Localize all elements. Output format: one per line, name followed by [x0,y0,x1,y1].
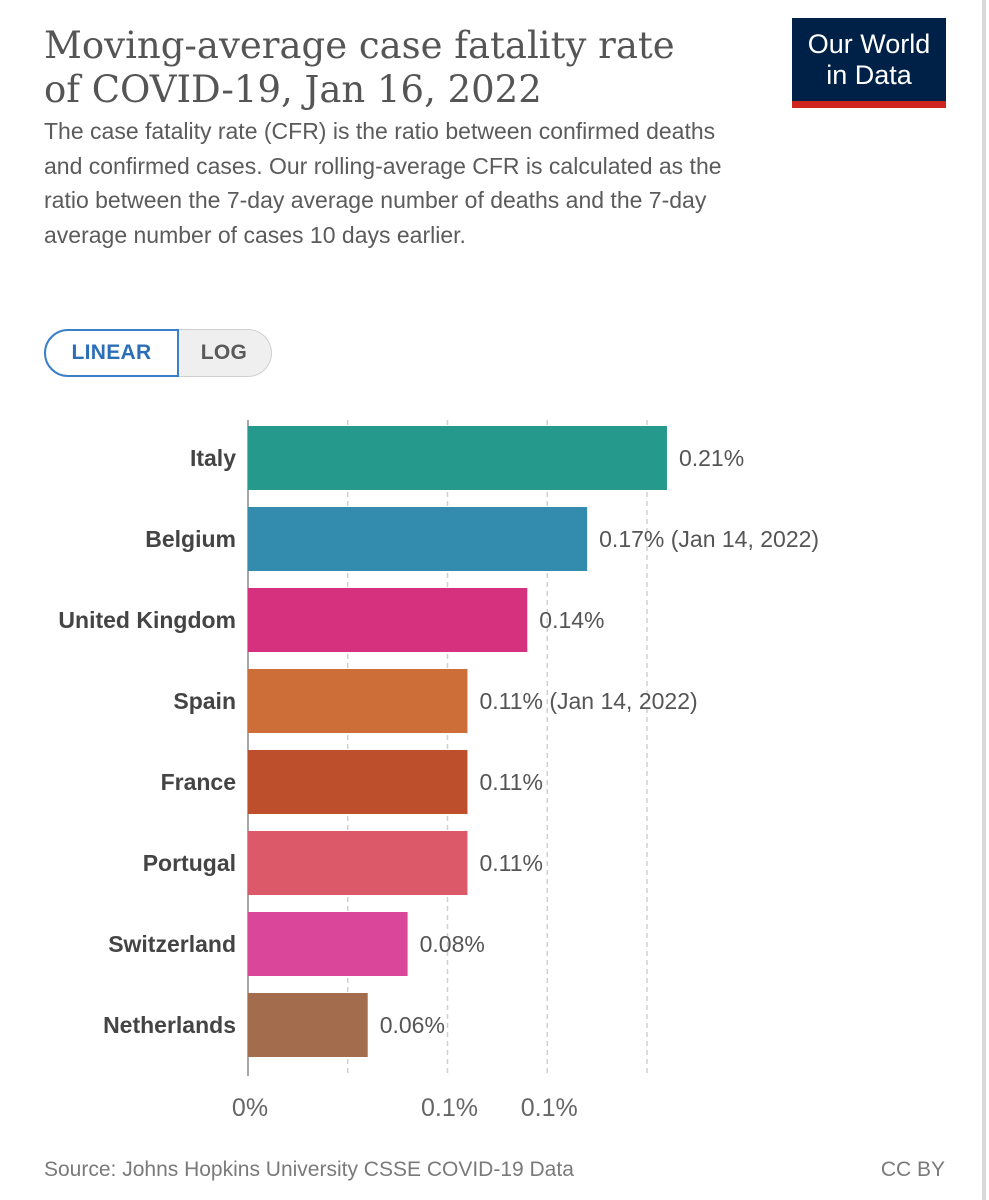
value-label-spain: 0.11% (Jan 14, 2022) [479,688,697,714]
category-label-belgium: Belgium [145,526,236,552]
bar-united-kingdom [248,588,528,652]
category-label-italy: Italy [190,445,236,471]
bar-italy [248,426,667,490]
category-label-portugal: Portugal [143,850,236,876]
title-line-2: of COVID-19, Jan 16, 2022 [44,68,542,111]
bar-portugal [248,831,468,895]
bar-france [248,750,468,814]
value-label-france: 0.11% [479,769,543,795]
license-label[interactable]: CC BY [880,1158,945,1181]
frame-border [982,0,986,1200]
category-label-switzerland: Switzerland [108,931,236,957]
x-tick-label-2: 0.1% [521,1094,578,1122]
value-label-switzerland: 0.08% [420,931,485,957]
logo-line-1: Our World [807,28,931,59]
value-label-belgium: 0.17% (Jan 14, 2022) [599,526,819,552]
x-tick-label-1: 0.1% [421,1094,478,1122]
bar-switzerland [248,912,408,976]
scale-toggle: LINEAR LOG [44,329,272,377]
bar-spain [248,669,468,733]
value-label-italy: 0.21% [679,445,744,471]
value-label-netherlands: 0.06% [380,1012,445,1038]
bar-belgium [248,507,588,571]
title-line-1: Moving-average case fatality rate [44,24,675,67]
bar-netherlands [248,993,368,1057]
bar-chart: Italy 0.21% Belgium 0.17% (Jan 14, 2022) Uni… [58,420,819,1122]
value-label-united-kingdom: 0.14% [539,607,604,633]
value-label-portugal: 0.11% [479,850,543,876]
linear-scale-button[interactable]: LINEAR [44,329,179,377]
category-label-france: France [161,769,236,795]
chart-title: Moving-average case fatality rate of COV… [44,24,764,112]
logo-line-2: in Data [826,59,912,90]
x-tick-label-0: 0% [232,1094,268,1122]
category-label-united-kingdom: United Kingdom [58,607,236,633]
category-label-netherlands: Netherlands [103,1012,236,1038]
owid-logo[interactable]: Our World in Data [792,18,946,108]
chart-subtitle: The case fatality rate (CFR) is the rati… [44,118,722,248]
category-label-spain: Spain [173,688,236,714]
source-note[interactable]: Source: Johns Hopkins University CSSE CO… [44,1158,574,1181]
log-scale-button[interactable]: LOG [177,329,272,377]
